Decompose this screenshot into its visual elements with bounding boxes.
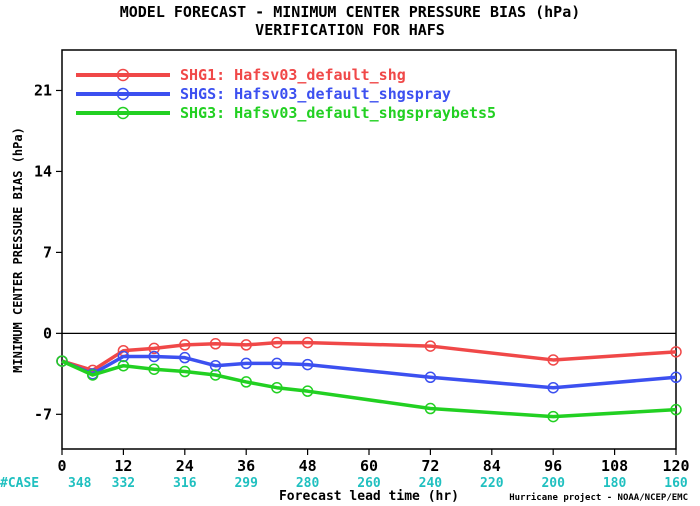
case-count: 280	[296, 476, 320, 491]
data-point	[240, 376, 252, 388]
y-tick-label: 0	[43, 324, 52, 342]
series-layer	[56, 336, 682, 423]
data-point	[670, 346, 682, 358]
x-tick-label: 72	[421, 457, 439, 475]
case-count: 299	[234, 476, 257, 491]
x-tick-label: 120	[662, 457, 689, 475]
data-point	[670, 403, 682, 416]
data-point	[117, 359, 130, 372]
legend-label: SHGS: Hafsv03_default_shgspray	[180, 85, 451, 103]
data-point	[547, 381, 559, 394]
data-point	[271, 381, 283, 394]
x-axis-label: Forecast lead time (hr)	[279, 489, 459, 504]
y-tick-label: 7	[43, 243, 52, 261]
x-tick-label: 12	[114, 457, 132, 475]
data-point	[424, 340, 437, 352]
data-point	[424, 402, 437, 415]
chart-subtitle: VERIFICATION FOR HAFS	[255, 21, 445, 39]
x-tick-label: 36	[237, 457, 255, 475]
data-point	[424, 371, 437, 384]
case-count: 200	[541, 476, 565, 491]
x-tick-label: 24	[176, 457, 194, 475]
case-count: 348	[68, 476, 92, 491]
data-point	[670, 371, 682, 384]
legend-swatch-marker	[116, 87, 130, 101]
legend-label: SHG3: Hafsv03_default_shgspraybets5	[180, 104, 496, 122]
case-count: 180	[603, 476, 627, 491]
x-tick-label: 0	[57, 457, 66, 475]
data-point	[209, 369, 222, 381]
data-point	[547, 410, 559, 423]
legend-swatch-marker	[116, 106, 130, 120]
chart-title: MODEL FORECAST - MINIMUM CENTER PRESSURE…	[120, 3, 581, 21]
legend-swatch-marker	[116, 68, 130, 82]
y-tick-label: 21	[34, 81, 52, 99]
case-count: 240	[419, 476, 443, 491]
case-count-row: #CASE 348 332 316 299 280 260 240 220 200 180 160	[0, 476, 688, 491]
data-point	[148, 342, 160, 355]
credit-text: Hurricane project - NOAA/NCEP/EMC	[509, 492, 688, 503]
data-point	[56, 355, 68, 367]
data-point	[240, 339, 252, 351]
x-tick-label: 84	[483, 457, 501, 475]
data-point	[148, 350, 160, 363]
x-tick-label: 96	[544, 457, 562, 475]
data-point	[179, 339, 191, 351]
case-count: 332	[112, 476, 135, 491]
data-point	[240, 357, 252, 370]
case-count: 316	[173, 476, 197, 491]
x-axis: 0 12 24 36 48 60 72 84 96 108 120	[57, 449, 690, 475]
case-count: 260	[357, 476, 381, 491]
data-point	[301, 358, 314, 371]
x-tick-label: 60	[360, 457, 378, 475]
data-point	[301, 385, 314, 397]
data-point	[301, 336, 314, 349]
x-tick-label: 108	[601, 457, 628, 475]
data-point	[271, 357, 283, 370]
y-axis-label: MINIMUM CENTER PRESSURE BIAS (hPa)	[11, 127, 25, 373]
data-point	[179, 365, 191, 378]
case-label: #CASE	[0, 476, 39, 491]
case-count: 220	[480, 476, 504, 491]
y-tick-label: 14	[34, 162, 52, 180]
data-point	[271, 336, 283, 349]
legend-label: SHG1: Hafsv03_default_shg	[180, 66, 406, 84]
data-point	[86, 369, 99, 381]
y-axis: -7 0 7 14 21	[34, 81, 62, 423]
data-point	[179, 351, 191, 364]
case-count: 160	[664, 476, 688, 491]
data-point	[209, 338, 222, 350]
data-point	[547, 354, 559, 366]
data-point	[148, 363, 160, 375]
series-line-2	[61, 354, 677, 390]
x-tick-label: 48	[299, 457, 317, 475]
y-tick-label: -7	[34, 405, 52, 423]
